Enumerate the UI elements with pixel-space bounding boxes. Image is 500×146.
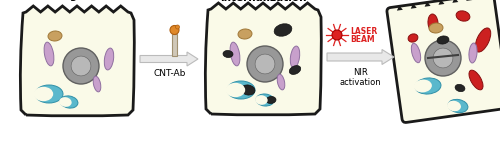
Ellipse shape bbox=[48, 31, 62, 41]
Polygon shape bbox=[452, 0, 458, 3]
Ellipse shape bbox=[437, 36, 449, 44]
Polygon shape bbox=[411, 3, 416, 9]
Circle shape bbox=[170, 26, 179, 34]
Ellipse shape bbox=[408, 34, 418, 42]
PathPatch shape bbox=[20, 6, 134, 116]
FancyBboxPatch shape bbox=[387, 0, 500, 122]
Polygon shape bbox=[466, 0, 472, 1]
PathPatch shape bbox=[206, 3, 322, 115]
Ellipse shape bbox=[455, 84, 465, 92]
Text: NIR
activation: NIR activation bbox=[340, 68, 382, 87]
Circle shape bbox=[247, 46, 283, 82]
Ellipse shape bbox=[93, 76, 101, 92]
Text: BEAM: BEAM bbox=[350, 34, 374, 44]
Circle shape bbox=[332, 30, 342, 40]
Ellipse shape bbox=[277, 74, 285, 90]
Text: CNT-Ab: CNT-Ab bbox=[154, 69, 186, 78]
Text: Malign cell: Malign cell bbox=[45, 0, 109, 1]
Ellipse shape bbox=[290, 66, 300, 74]
Ellipse shape bbox=[60, 96, 78, 108]
Ellipse shape bbox=[59, 97, 72, 107]
Circle shape bbox=[71, 56, 91, 76]
Text: Selective
internalization: Selective internalization bbox=[220, 0, 306, 3]
Ellipse shape bbox=[230, 42, 240, 66]
Ellipse shape bbox=[104, 48, 114, 70]
Ellipse shape bbox=[238, 29, 252, 39]
Ellipse shape bbox=[241, 85, 255, 95]
Circle shape bbox=[425, 40, 461, 76]
Circle shape bbox=[433, 48, 453, 68]
Ellipse shape bbox=[226, 83, 245, 97]
Ellipse shape bbox=[255, 95, 268, 105]
Circle shape bbox=[176, 25, 180, 29]
FancyArrow shape bbox=[327, 49, 394, 65]
Polygon shape bbox=[424, 1, 430, 7]
Ellipse shape bbox=[266, 97, 276, 104]
Ellipse shape bbox=[227, 81, 255, 99]
Ellipse shape bbox=[429, 23, 443, 33]
Ellipse shape bbox=[44, 42, 54, 66]
Polygon shape bbox=[438, 0, 444, 5]
Ellipse shape bbox=[290, 46, 300, 68]
Ellipse shape bbox=[35, 85, 63, 103]
Ellipse shape bbox=[469, 70, 483, 90]
Polygon shape bbox=[397, 5, 403, 11]
Ellipse shape bbox=[415, 78, 441, 94]
Circle shape bbox=[63, 48, 99, 84]
Ellipse shape bbox=[456, 11, 470, 21]
Ellipse shape bbox=[256, 94, 274, 106]
Text: LASER: LASER bbox=[350, 27, 378, 36]
Ellipse shape bbox=[447, 101, 461, 111]
Ellipse shape bbox=[414, 80, 432, 92]
Ellipse shape bbox=[476, 28, 490, 52]
Circle shape bbox=[255, 54, 275, 74]
Ellipse shape bbox=[428, 14, 438, 32]
Ellipse shape bbox=[469, 43, 477, 63]
FancyArrow shape bbox=[140, 52, 198, 66]
Ellipse shape bbox=[223, 51, 233, 58]
Bar bbox=[172, 34, 177, 56]
Ellipse shape bbox=[34, 87, 53, 101]
Ellipse shape bbox=[448, 99, 468, 113]
Ellipse shape bbox=[274, 24, 292, 36]
Ellipse shape bbox=[412, 43, 420, 63]
